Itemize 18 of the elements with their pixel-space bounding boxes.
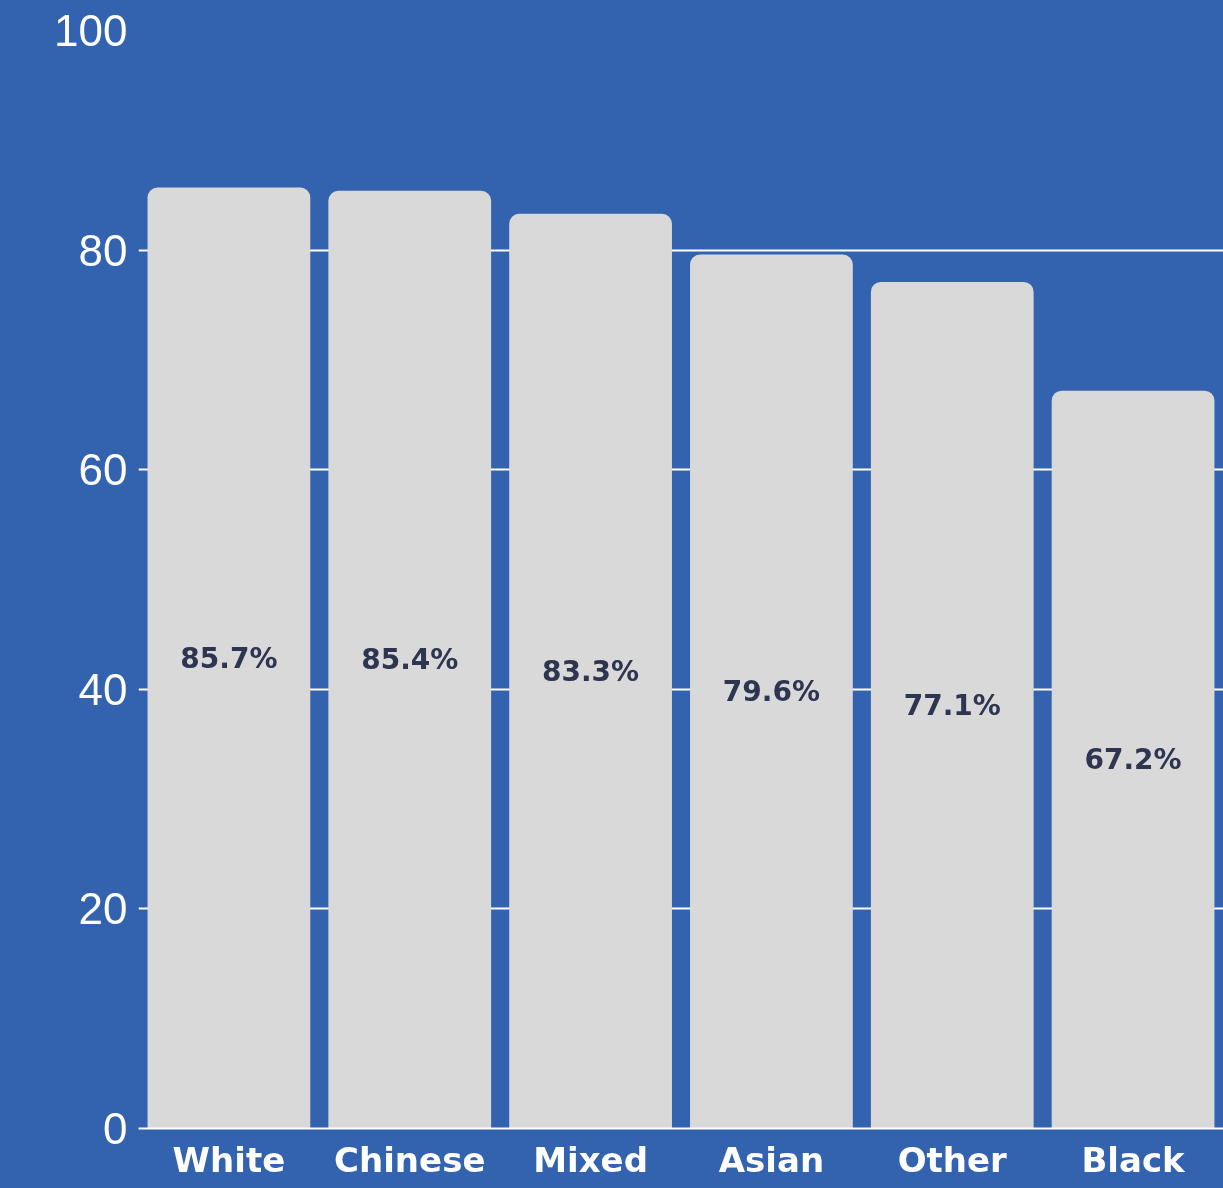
y-tick-label: 20 <box>78 884 128 934</box>
data-label: 67.2% <box>1084 743 1182 777</box>
x-tick-label: Black <box>1081 1139 1187 1180</box>
y-tick-label: 0 <box>103 1104 128 1153</box>
x-tick-label: Asian <box>718 1139 825 1180</box>
data-label: 77.1% <box>903 688 1001 722</box>
data-label: 79.6% <box>722 675 820 708</box>
x-tick-label: Other <box>897 1139 1008 1180</box>
y-tick-label: 40 <box>78 664 128 714</box>
y-tick-label: 100 <box>54 6 128 55</box>
data-label: 85.4% <box>361 643 459 677</box>
x-tick-label: White <box>172 1139 286 1180</box>
x-tick-label: Chinese <box>334 1139 486 1180</box>
data-label: 83.3% <box>542 654 640 688</box>
data-label: 85.7% <box>180 641 278 675</box>
x-tick-label: Mixed <box>533 1139 648 1180</box>
y-tick-label: 80 <box>78 225 128 275</box>
y-tick-label: 60 <box>78 445 128 495</box>
